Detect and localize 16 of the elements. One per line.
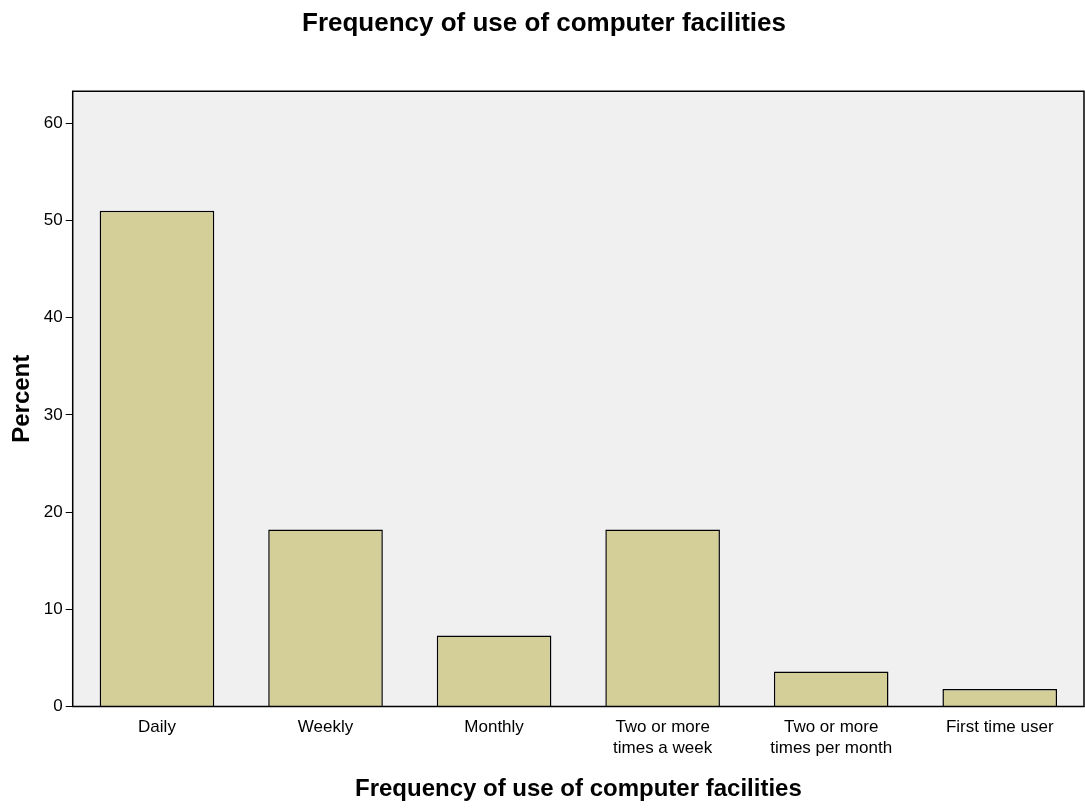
y-axis-title: Percent [7,354,35,443]
x-tick-label: Daily [138,717,177,737]
y-tick-label: 20 [43,501,63,521]
chart-title: Frequency of use of computer facilities [302,6,786,37]
y-tick-label: 50 [43,210,63,230]
y-tick-label: 10 [43,598,63,618]
y-tick-label: 30 [43,404,63,424]
x-tick-label: Weekly [297,717,354,737]
y-tick-label: 0 [53,696,63,716]
x-tick-label: Two or more times a week [613,717,713,757]
x-tick-label: Monthly [464,717,525,737]
y-tick-label: 60 [43,112,63,132]
x-axis-title: Frequency of use of computer facilities [354,774,802,802]
x-tick-label: Two or more times per month [770,717,893,757]
y-tick-label: 40 [43,307,63,327]
x-tick-label: First time user [945,717,1054,737]
